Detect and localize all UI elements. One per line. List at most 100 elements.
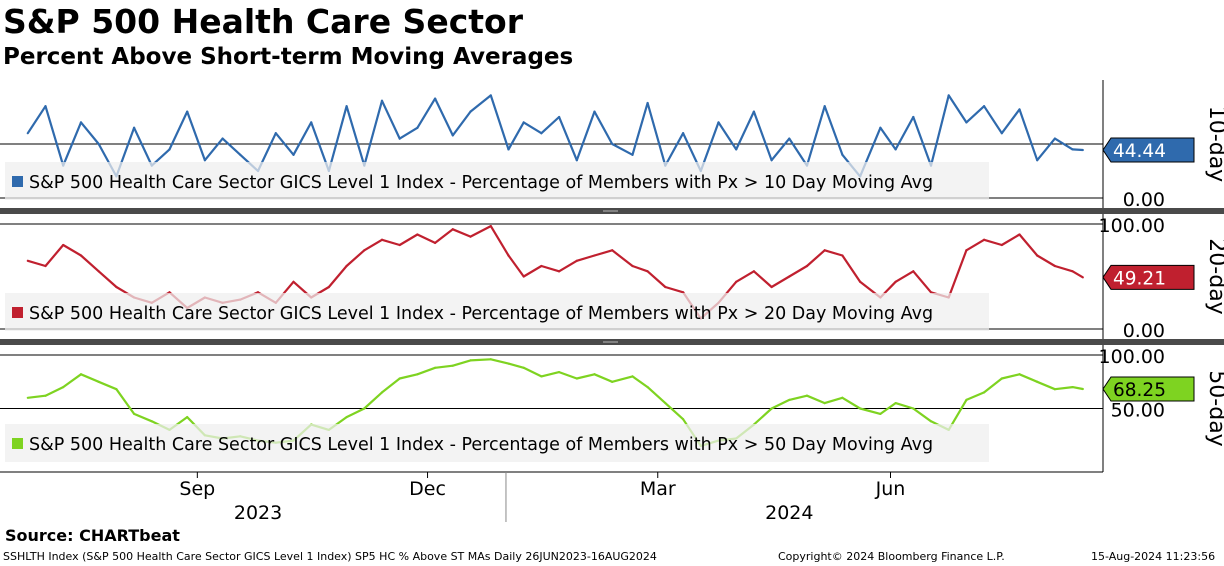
series-line-segment <box>489 94 510 151</box>
series-line-segment <box>507 254 525 278</box>
series-line-segment <box>1036 254 1057 268</box>
series-line-segment <box>469 358 492 362</box>
series-line-segment <box>1018 373 1039 383</box>
series-line-segment <box>823 105 844 156</box>
series-line-segment <box>823 249 844 257</box>
series-line-segment <box>770 275 791 289</box>
series-line-segment <box>770 137 791 162</box>
footer-timestamp: 15-Aug-2024 11:23:56 <box>1091 550 1216 563</box>
series-line-segment <box>982 377 1003 394</box>
series-line-segment <box>345 407 366 419</box>
series-line-segment <box>522 264 543 278</box>
series-line-segment <box>752 270 773 289</box>
series-line-segment <box>62 243 83 257</box>
series-line-segment <box>575 373 596 380</box>
series-line-segment <box>841 396 862 410</box>
x-tick-label: Sep <box>179 478 215 500</box>
series-line-segment <box>416 233 437 244</box>
series-line-segment <box>398 373 419 380</box>
series-line-segment <box>593 249 614 257</box>
y-tick-label: 0.00 <box>1123 320 1165 342</box>
series-line-segment <box>221 137 242 156</box>
legend-box <box>5 424 989 462</box>
series-line-segment <box>1036 380 1057 391</box>
series-line-segment <box>1071 270 1084 279</box>
series-line-segment <box>1036 137 1057 162</box>
series-line-segment <box>203 137 224 162</box>
series-line-segment <box>168 110 189 151</box>
series-line-segment <box>912 270 933 294</box>
chart-subtitle: Percent Above Short-term Moving Averages <box>3 44 574 70</box>
series-line-segment <box>1053 386 1074 391</box>
series-line-segment <box>26 394 47 399</box>
series-line-segment <box>1053 137 1074 151</box>
series-line-segment <box>133 412 153 423</box>
series-line-segment <box>788 137 809 167</box>
series-line-segment <box>717 121 738 151</box>
x-year-label: 2024 <box>765 502 813 524</box>
series-line-segment <box>26 105 47 135</box>
series-line-segment <box>611 142 634 156</box>
series-line-segment <box>62 373 83 389</box>
y-tick-label: 50.00 <box>1111 400 1165 422</box>
x-tick-label: Mar <box>640 478 676 500</box>
series-line-segment <box>1018 108 1039 162</box>
series-line-segment <box>735 110 756 151</box>
series-line-segment <box>841 254 862 283</box>
series-line-segment <box>398 233 419 247</box>
last-value-tag <box>1102 264 1195 290</box>
series-line-segment <box>540 115 561 135</box>
legend-box <box>5 293 989 331</box>
y-tick-label: 0.00 <box>1123 189 1165 211</box>
legend-swatch <box>12 176 23 187</box>
series-line-segment <box>664 132 685 167</box>
series-line-segment <box>451 110 472 137</box>
footer-copyright: Copyright© 2024 Bloomberg Finance L.P. <box>778 550 1005 563</box>
series-line-segment <box>965 238 986 252</box>
last-value-label: 44.44 <box>1113 141 1166 162</box>
series-line-segment <box>380 377 401 394</box>
series-line-segment <box>507 121 525 151</box>
y-tick-label: 100.00 <box>1099 215 1165 237</box>
series-line-segment <box>380 238 401 247</box>
series-line-segment <box>593 373 614 383</box>
series-line-segment <box>664 402 685 421</box>
series-line-segment <box>965 105 986 124</box>
series-line-segment <box>97 270 118 289</box>
series-line-segment <box>805 105 826 167</box>
series-line-segment <box>79 254 100 273</box>
series-line-segment <box>1000 108 1021 135</box>
series-line-segment <box>611 375 634 383</box>
series-line-segment <box>947 94 968 124</box>
series-line-segment <box>62 121 83 167</box>
series-line-segment <box>735 270 756 283</box>
series-line-segment <box>788 394 809 401</box>
series-line-segment <box>363 391 384 410</box>
series-line-segment <box>327 105 348 173</box>
series-line-segment <box>451 359 472 367</box>
series-line-segment <box>631 375 649 389</box>
x-year-label: 2023 <box>234 502 282 524</box>
series-line-segment <box>489 225 510 257</box>
last-value-tag <box>1102 376 1195 402</box>
series-line-segment <box>522 366 543 378</box>
x-tick-label: Jun <box>875 478 906 500</box>
series-line-segment <box>947 249 968 299</box>
series-line-segment <box>327 264 348 289</box>
legend-swatch <box>12 307 23 318</box>
series-line-segment <box>664 285 685 294</box>
last-value-label: 49.21 <box>1113 268 1166 289</box>
source-note: Source: CHARTbeat <box>5 526 180 545</box>
series-line-segment <box>363 99 384 167</box>
series-line-segment <box>345 249 366 268</box>
series-line-segment <box>752 407 773 426</box>
series-line-segment <box>1018 233 1039 257</box>
footer-description: SSHLTH Index (S&P 500 Health Care Sector… <box>3 550 657 563</box>
series-line-segment <box>879 126 897 151</box>
series-line-segment <box>416 97 437 129</box>
series-line-segment <box>575 254 596 262</box>
x-tick-label: Dec <box>409 478 446 500</box>
series-line-segment <box>912 407 933 423</box>
legend-label: S&P 500 Health Care Sector GICS Level 1 … <box>29 304 933 324</box>
